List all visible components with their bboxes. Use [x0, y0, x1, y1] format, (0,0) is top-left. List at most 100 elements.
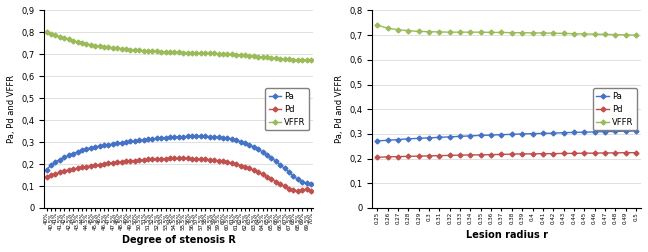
Pa: [104, 143, 112, 146]
Legend: Pa, Pd, VFFR: Pa, Pd, VFFR: [265, 88, 309, 130]
Pa: [206, 135, 214, 138]
VFFR: [550, 32, 557, 35]
Pa: [467, 134, 474, 137]
Pd: [487, 153, 495, 156]
Pa: [560, 131, 568, 134]
Line: Pa: Pa: [45, 135, 313, 186]
VFFR: [425, 30, 433, 33]
Pa: [276, 163, 284, 166]
Line: Pd: Pd: [45, 157, 313, 193]
VFFR: [384, 27, 391, 30]
Pa: [456, 135, 464, 138]
VFFR: [518, 31, 526, 34]
Pd: [529, 152, 537, 155]
Pa: [188, 135, 196, 138]
Pa: [477, 134, 485, 137]
Pa: [415, 137, 422, 140]
VFFR: [202, 52, 209, 55]
VFFR: [570, 32, 578, 35]
Pa: [404, 137, 412, 140]
VFFR: [467, 31, 474, 34]
Pd: [601, 151, 608, 154]
Pd: [632, 151, 640, 154]
Line: VFFR: VFFR: [376, 23, 638, 37]
Pd: [621, 151, 629, 154]
Pa: [539, 132, 547, 135]
Line: VFFR: VFFR: [45, 31, 313, 62]
VFFR: [487, 31, 495, 34]
X-axis label: Degree of stenosis R: Degree of stenosis R: [122, 235, 236, 245]
VFFR: [404, 29, 412, 32]
Pd: [276, 182, 284, 185]
VFFR: [621, 33, 629, 36]
Pa: [601, 130, 608, 133]
Pd: [435, 154, 443, 157]
Pa: [394, 138, 402, 141]
Pd: [394, 155, 402, 158]
Pa: [550, 132, 557, 135]
VFFR: [135, 49, 143, 52]
VFFR: [456, 31, 464, 34]
VFFR: [539, 32, 547, 35]
Pd: [550, 152, 557, 155]
Pd: [446, 154, 454, 157]
Pd: [539, 152, 547, 155]
VFFR: [96, 45, 104, 48]
Pa: [570, 131, 578, 134]
Pd: [415, 154, 422, 158]
VFFR: [498, 31, 505, 34]
Pa: [508, 133, 516, 136]
Pa: [435, 136, 443, 139]
Pd: [96, 163, 104, 166]
Pd: [467, 153, 474, 156]
VFFR: [477, 31, 485, 34]
VFFR: [529, 32, 537, 35]
Pd: [518, 152, 526, 155]
Pa: [184, 135, 192, 138]
Pa: [487, 134, 495, 137]
Pd: [425, 154, 433, 158]
Pd: [294, 190, 302, 193]
Pa: [498, 133, 505, 136]
VFFR: [581, 33, 588, 36]
VFFR: [373, 24, 381, 27]
VFFR: [435, 30, 443, 34]
VFFR: [394, 28, 402, 31]
VFFR: [601, 33, 608, 36]
Pd: [43, 176, 51, 179]
Pd: [498, 153, 505, 156]
VFFR: [104, 46, 112, 49]
Pd: [570, 152, 578, 155]
Y-axis label: Pa, Pd and VFFR: Pa, Pd and VFFR: [335, 75, 343, 143]
Pd: [456, 154, 464, 157]
VFFR: [560, 32, 568, 35]
VFFR: [415, 30, 422, 33]
Pd: [206, 158, 214, 161]
Pd: [104, 162, 112, 165]
Pd: [135, 159, 143, 162]
Pd: [166, 157, 174, 160]
Pd: [384, 155, 391, 158]
Y-axis label: Pa, Pd and VFFR: Pa, Pd and VFFR: [7, 75, 16, 143]
Pa: [529, 132, 537, 135]
Pa: [581, 131, 588, 134]
Pd: [611, 151, 619, 154]
Pa: [373, 139, 381, 142]
Line: Pa: Pa: [376, 129, 638, 143]
Pa: [384, 139, 391, 142]
Pa: [518, 132, 526, 135]
Pd: [404, 155, 412, 158]
VFFR: [632, 34, 640, 37]
Pa: [307, 183, 315, 186]
Pd: [373, 156, 381, 159]
Pa: [96, 145, 104, 148]
Pd: [581, 152, 588, 155]
Pd: [508, 153, 516, 156]
Pa: [632, 130, 640, 133]
VFFR: [307, 59, 315, 62]
Pa: [135, 139, 143, 142]
Pd: [590, 152, 598, 155]
Pa: [446, 135, 454, 138]
Pd: [477, 153, 485, 156]
Legend: Pa, Pd, VFFR: Pa, Pd, VFFR: [593, 88, 637, 130]
